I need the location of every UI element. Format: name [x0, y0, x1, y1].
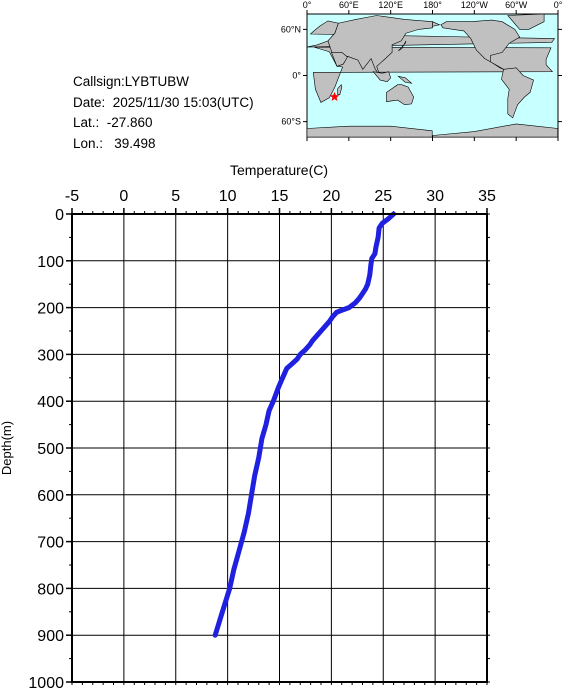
y-tick-label: 200: [37, 301, 64, 318]
x-tick-label: 0: [119, 188, 128, 205]
map-lon-label: 0°: [303, 0, 312, 10]
x-axis-label: Temperature(C): [230, 162, 328, 178]
latitude-text: Lat.: -27.860: [73, 115, 153, 130]
longitude-text: Lon.: 39.498: [73, 135, 156, 151]
map-lat-label: 60°S: [281, 117, 301, 127]
y-tick-label: 800: [37, 581, 64, 598]
x-tick-label: 10: [219, 188, 237, 205]
x-tick-label: 15: [271, 188, 289, 205]
date-text: Date: 2025/11/30 15:03(UTC): [73, 94, 254, 110]
y-tick-label: 1000: [28, 675, 64, 690]
map-landmasses: [306, 13, 559, 138]
x-tick-label: 25: [374, 188, 392, 205]
map-location-marker: [329, 91, 340, 102]
y-tick-label: 900: [37, 628, 64, 645]
map-lat-label: 60°N: [281, 24, 301, 34]
y-tick-label: 500: [37, 441, 64, 458]
y-tick-labels: 0 100 200 300 400 500 600 700 800 900 1000: [28, 207, 64, 690]
y-tick-label: 100: [37, 254, 64, 271]
x-tick-label: 20: [322, 188, 340, 205]
chart-grid: [71, 213, 488, 683]
map-frame: [303, 10, 562, 141]
callsign-text: Callsign:LYBTUBW: [73, 74, 190, 89]
map-lat-label: 0°: [292, 71, 301, 81]
station-info: Callsign:LYBTUBW Date: 2025/11/30 15:03(…: [73, 72, 254, 154]
y-tick-label: 400: [37, 394, 64, 411]
location-map: 0° 60°E 120°E 180° 120°W 60°W 0° 60°N 0° 60°S: [281, 0, 563, 141]
map-lon-label: 0°: [554, 0, 563, 10]
temperature-profile-line: [212, 211, 397, 638]
y-axis-label: Depth(m): [0, 421, 14, 475]
map-latitude-labels: 60°N 0° 60°S: [281, 24, 302, 126]
x-tick-label: 30: [426, 188, 444, 205]
y-tick-label: 600: [37, 488, 64, 505]
map-lon-label: 60°E: [339, 0, 359, 10]
x-tick-label: 35: [478, 188, 496, 205]
marker-star: [329, 91, 340, 102]
map-lon-label: 120°W: [461, 0, 489, 10]
chart-ticks: [66, 208, 490, 685]
map-lon-label: 120°E: [378, 0, 403, 10]
x-tick-label: -5: [65, 188, 79, 205]
y-tick-label: 300: [37, 347, 64, 364]
x-tick-label: 5: [171, 188, 180, 205]
plot-frame: [71, 213, 488, 683]
y-tick-label: 700: [37, 535, 64, 552]
y-tick-label: 0: [55, 207, 64, 224]
map-lon-label: 180°: [423, 0, 442, 10]
map-lon-label: 60°W: [505, 0, 528, 10]
chart-series: [212, 211, 397, 638]
map-longitude-labels: 0° 60°E 120°E 180° 120°W 60°W 0°: [303, 0, 563, 10]
x-tick-labels: -5 0 5 10 15 20 25 30 35: [65, 188, 496, 205]
